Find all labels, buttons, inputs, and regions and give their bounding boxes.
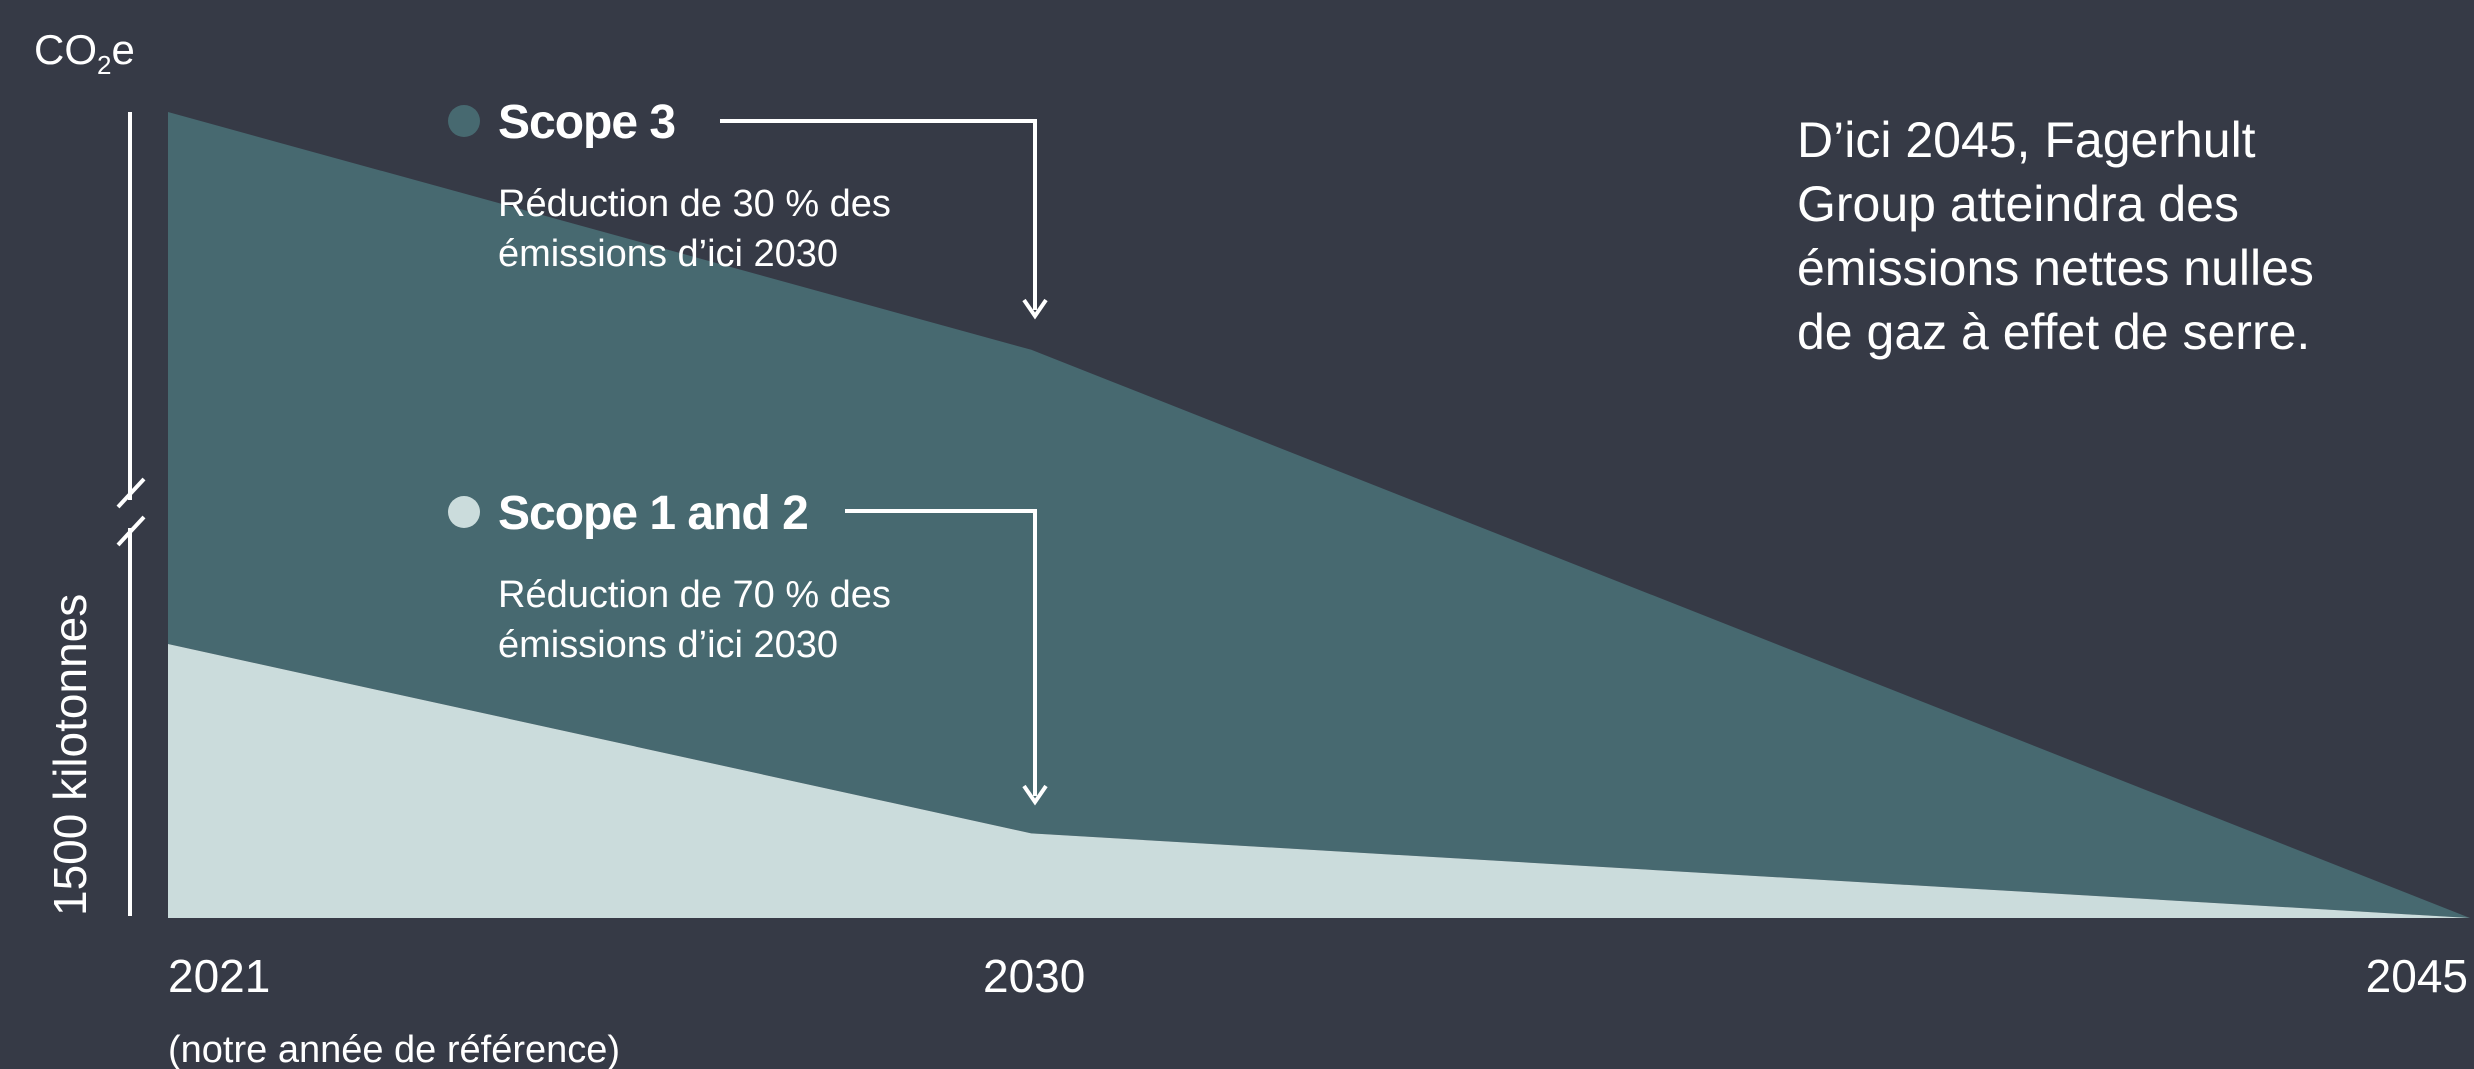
y-axis-label: 1500 kilotonnes bbox=[44, 594, 96, 916]
scope12-legend-desc-1: Réduction de 70 % des bbox=[498, 574, 891, 616]
area-scope-1-and-2 bbox=[168, 644, 2470, 918]
scope12-legend-desc-2: émissions d’ici 2030 bbox=[498, 624, 838, 666]
x-tick-2045: 2045 bbox=[2366, 950, 2468, 1002]
scope3-arrow-head bbox=[1022, 298, 1048, 320]
side-note-line-2: Group atteindra des bbox=[1797, 176, 2239, 232]
unit-suffix: e bbox=[111, 26, 134, 73]
x-tick-2030: 2030 bbox=[983, 950, 1085, 1002]
axis-break-mark-1 bbox=[116, 477, 146, 509]
scope12-annotation: Scope 1 and 2 Réduction de 70 % des émis… bbox=[448, 487, 1048, 806]
y-unit-label: CO2e bbox=[34, 26, 135, 80]
scope3-legend-dot bbox=[448, 105, 480, 137]
scope3-arrow-line bbox=[720, 119, 1037, 310]
side-note-line-3: émissions nettes nulles bbox=[1797, 240, 2314, 296]
x-tick-2021: 2021 bbox=[168, 950, 270, 1002]
scope3-legend-desc-1: Réduction de 30 % des bbox=[498, 183, 891, 225]
y-axis bbox=[116, 112, 146, 916]
scope3-legend-title: Scope 3 bbox=[498, 96, 675, 149]
axis-break-mark-2 bbox=[116, 515, 146, 547]
area-scope-3 bbox=[168, 112, 2470, 918]
scope12-arrow-line bbox=[845, 509, 1037, 796]
side-note: D’ici 2045, Fagerhult Group atteindra de… bbox=[1797, 112, 2314, 360]
scope3-legend-desc-2: émissions d’ici 2030 bbox=[498, 233, 838, 275]
scope12-arrow-head bbox=[1022, 784, 1048, 806]
scope12-legend-dot bbox=[448, 496, 480, 528]
unit-base: CO bbox=[34, 26, 97, 73]
chart-areas bbox=[168, 112, 2470, 918]
side-note-line-1: D’ici 2045, Fagerhult bbox=[1797, 112, 2256, 168]
side-note-line-4: de gaz à effet de serre. bbox=[1797, 304, 2310, 360]
scope12-legend-title: Scope 1 and 2 bbox=[498, 487, 808, 540]
x-note: (notre année de référence) bbox=[168, 1029, 620, 1069]
unit-subscript: 2 bbox=[97, 50, 111, 80]
scope3-annotation: Scope 3 Réduction de 30 % des émissions … bbox=[448, 96, 1048, 320]
